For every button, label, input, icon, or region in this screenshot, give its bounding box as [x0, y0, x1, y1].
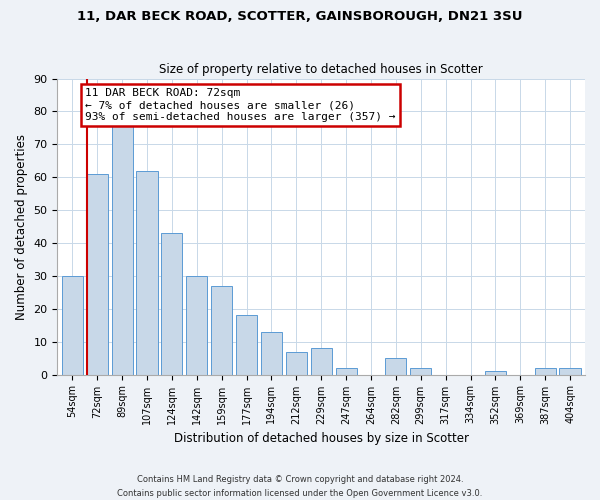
Title: Size of property relative to detached houses in Scotter: Size of property relative to detached ho…: [160, 63, 483, 76]
Text: Contains HM Land Registry data © Crown copyright and database right 2024.
Contai: Contains HM Land Registry data © Crown c…: [118, 476, 482, 498]
Bar: [236, 316, 257, 374]
Bar: [161, 233, 182, 374]
Bar: [261, 332, 282, 374]
Bar: [485, 372, 506, 374]
Bar: [211, 286, 232, 374]
Bar: [410, 368, 431, 374]
Bar: [86, 174, 108, 374]
Bar: [559, 368, 581, 374]
Bar: [535, 368, 556, 374]
Bar: [335, 368, 356, 374]
Bar: [112, 124, 133, 374]
Bar: [136, 170, 158, 374]
Text: 11 DAR BECK ROAD: 72sqm
← 7% of detached houses are smaller (26)
93% of semi-det: 11 DAR BECK ROAD: 72sqm ← 7% of detached…: [85, 88, 396, 122]
Bar: [311, 348, 332, 374]
Bar: [286, 352, 307, 374]
Bar: [186, 276, 208, 374]
Bar: [385, 358, 406, 374]
Text: 11, DAR BECK ROAD, SCOTTER, GAINSBOROUGH, DN21 3SU: 11, DAR BECK ROAD, SCOTTER, GAINSBOROUGH…: [77, 10, 523, 23]
Bar: [62, 276, 83, 374]
X-axis label: Distribution of detached houses by size in Scotter: Distribution of detached houses by size …: [174, 432, 469, 445]
Y-axis label: Number of detached properties: Number of detached properties: [15, 134, 28, 320]
